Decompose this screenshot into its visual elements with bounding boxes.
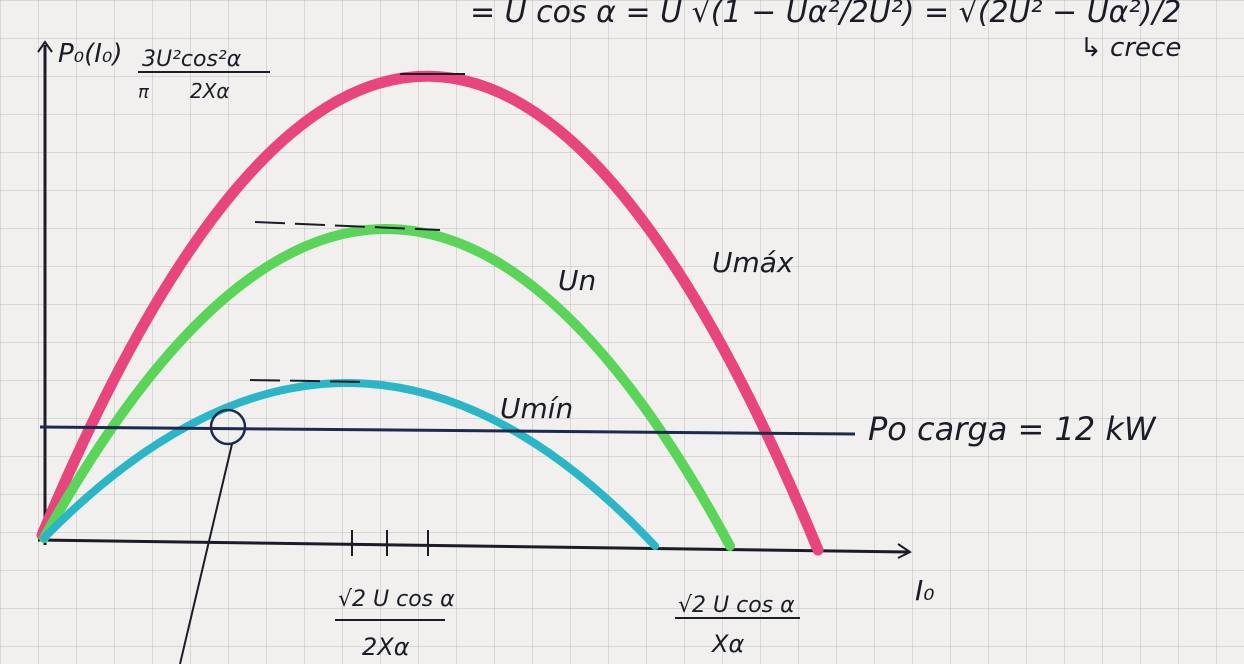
x-mark-denominator: 2Xα	[362, 633, 410, 661]
load-line	[40, 427, 855, 434]
max-denominator: 2Xα	[190, 79, 230, 103]
diagram: = U cos α = U √(1 − Uα²/2U²) = √(2U² − U…	[0, 0, 1244, 664]
x-mark-numerator: √2 U cos α	[338, 587, 455, 612]
curve-label: Umáx	[712, 246, 794, 279]
notebook-page: = U cos α = U √(1 − Uα²/2U²) = √(2U² − U…	[0, 0, 1244, 664]
x-axis	[38, 540, 910, 552]
y-axis-label: P₀(I₀)	[58, 39, 122, 69]
max-numerator: 3U²cos²α	[142, 47, 242, 72]
pointer-line	[180, 444, 232, 664]
x-mark-numerator: √2 U cos α	[678, 593, 795, 618]
curve-umax	[42, 76, 818, 550]
max-pi: π	[138, 82, 150, 103]
operating-point	[211, 410, 245, 444]
load-label: Po carga = 12 kW	[868, 410, 1157, 448]
curve-label: Un	[558, 264, 596, 297]
formula-top: = U cos α = U √(1 − Uα²/2U²) = √(2U² − U…	[470, 0, 1181, 30]
x-axis-label: I₀	[915, 574, 934, 607]
curve-label: Umín	[500, 392, 573, 425]
note: ↳ crece	[1080, 33, 1181, 63]
x-mark-denominator: Xα	[710, 630, 744, 658]
